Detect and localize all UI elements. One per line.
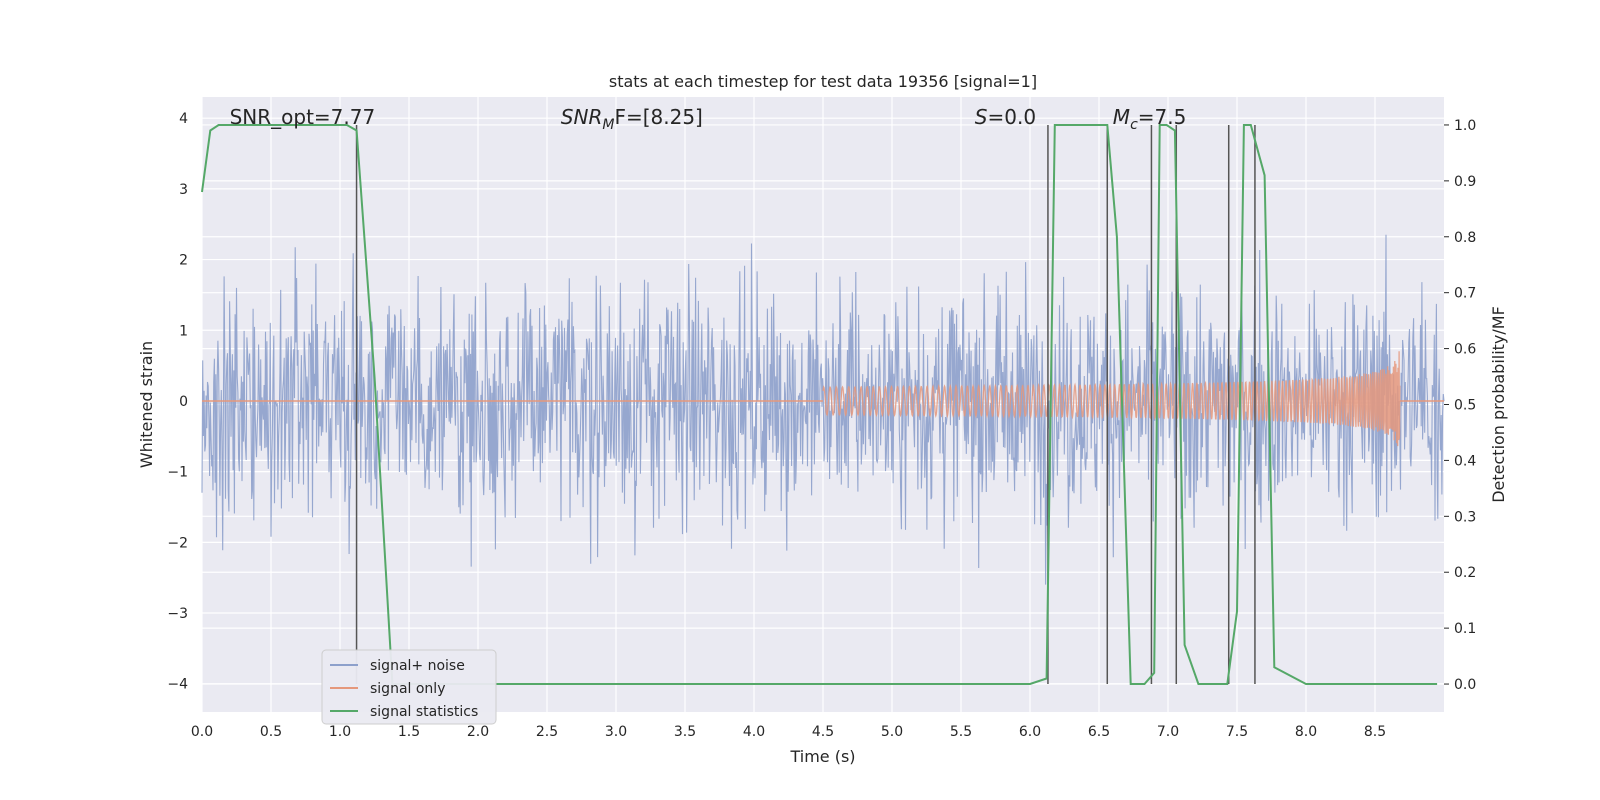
x-tick-label: 0.0 [191, 724, 213, 740]
y-right-tick-label: 0.1 [1454, 621, 1476, 637]
x-tick-label: 0.5 [260, 724, 282, 740]
y-axis-left-label: Whitened strain [137, 341, 156, 468]
series-signal-plus-noise [201, 234, 1445, 585]
series-signal-statistics [201, 124, 1438, 685]
y-right-tick-label: 0.5 [1454, 398, 1476, 414]
x-tick-label: 1.0 [329, 724, 351, 740]
x-tick-label: 8.5 [1364, 724, 1386, 740]
legend-entry: signal only [370, 681, 445, 697]
annotation-1: SNRMF=[8.25] [561, 105, 703, 133]
y-right-tick-label: 0.4 [1454, 453, 1476, 469]
y-left-tick-label: −3 [167, 606, 188, 622]
x-tick-label: 1.5 [398, 724, 420, 740]
chirp-line [822, 351, 1401, 447]
y-axis-left-ticks: −4 −3 −2 −1 0 1 2 3 4 [167, 111, 188, 693]
x-tick-label: 5.5 [950, 724, 972, 740]
y-right-tick-label: 0.0 [1454, 677, 1476, 693]
chart-title: stats at each timestep for test data 193… [609, 72, 1037, 91]
legend: signal+ noise signal only signal statistic… [321, 649, 497, 725]
x-tick-label: 7.5 [1226, 724, 1248, 740]
x-tick-label: 6.0 [1019, 724, 1041, 740]
x-tick-label: 3.0 [605, 724, 627, 740]
y-left-tick-label: −2 [167, 535, 188, 551]
y-left-tick-label: 1 [179, 323, 188, 339]
x-tick-label: 6.5 [1088, 724, 1110, 740]
x-tick-label: 7.0 [1157, 724, 1179, 740]
legend-entry: signal statistics [370, 704, 478, 720]
annotation-3: Mc=7.5 [1113, 105, 1187, 133]
y-right-tick-label: 0.7 [1454, 286, 1476, 302]
x-tick-label: 3.5 [674, 724, 696, 740]
x-tick-label: 2.0 [467, 724, 489, 740]
annotation-2: S=0.0 [975, 105, 1036, 129]
legend-entry: signal+ noise [370, 658, 465, 674]
y-right-tick-label: 0.2 [1454, 565, 1476, 581]
y-right-tick-label: 0.3 [1454, 509, 1476, 525]
x-tick-label: 2.5 [536, 724, 558, 740]
y-left-tick-label: −1 [167, 465, 188, 481]
y-left-tick-label: 4 [179, 111, 188, 127]
statistics-line [201, 124, 1438, 685]
y-left-tick-label: 0 [179, 394, 188, 410]
annotation-0: SNR_opt=7.77 [230, 105, 376, 129]
y-right-tick-label: 0.9 [1454, 174, 1476, 190]
y-right-tick-label: 0.8 [1454, 230, 1476, 246]
y-left-tick-label: −4 [167, 677, 188, 693]
x-tick-label: 8.0 [1295, 724, 1317, 740]
legend-box [321, 649, 497, 725]
x-axis-label: Time (s) [789, 747, 855, 766]
x-tick-label: 4.0 [743, 724, 765, 740]
x-axis-ticks: 0.0 0.5 1.0 1.5 2.0 2.5 3.0 3.5 4.0 4.5 5.0 5.5 6.0 6… [191, 724, 1386, 740]
noise-line [201, 234, 1445, 585]
y-axis-right-label: Detection probability/MF [1489, 306, 1508, 503]
y-right-tick-label: 1.0 [1454, 118, 1476, 134]
y-left-tick-label: 3 [179, 182, 188, 198]
y-right-tick-label: 0.6 [1454, 342, 1476, 358]
series-signal-only [202, 351, 1444, 447]
annotations: SNR_opt=7.77 SNRMF=[8.25] S=0.0 Mc=7.5 [230, 105, 1187, 133]
x-tick-label: 5.0 [881, 724, 903, 740]
y-axis-right-ticks: 0.0 0.1 0.2 0.3 0.4 0.5 0.6 0.7 0.8 0.9 1.0 [1444, 118, 1476, 693]
y-left-tick-label: 2 [179, 253, 188, 269]
x-tick-label: 4.5 [812, 724, 834, 740]
